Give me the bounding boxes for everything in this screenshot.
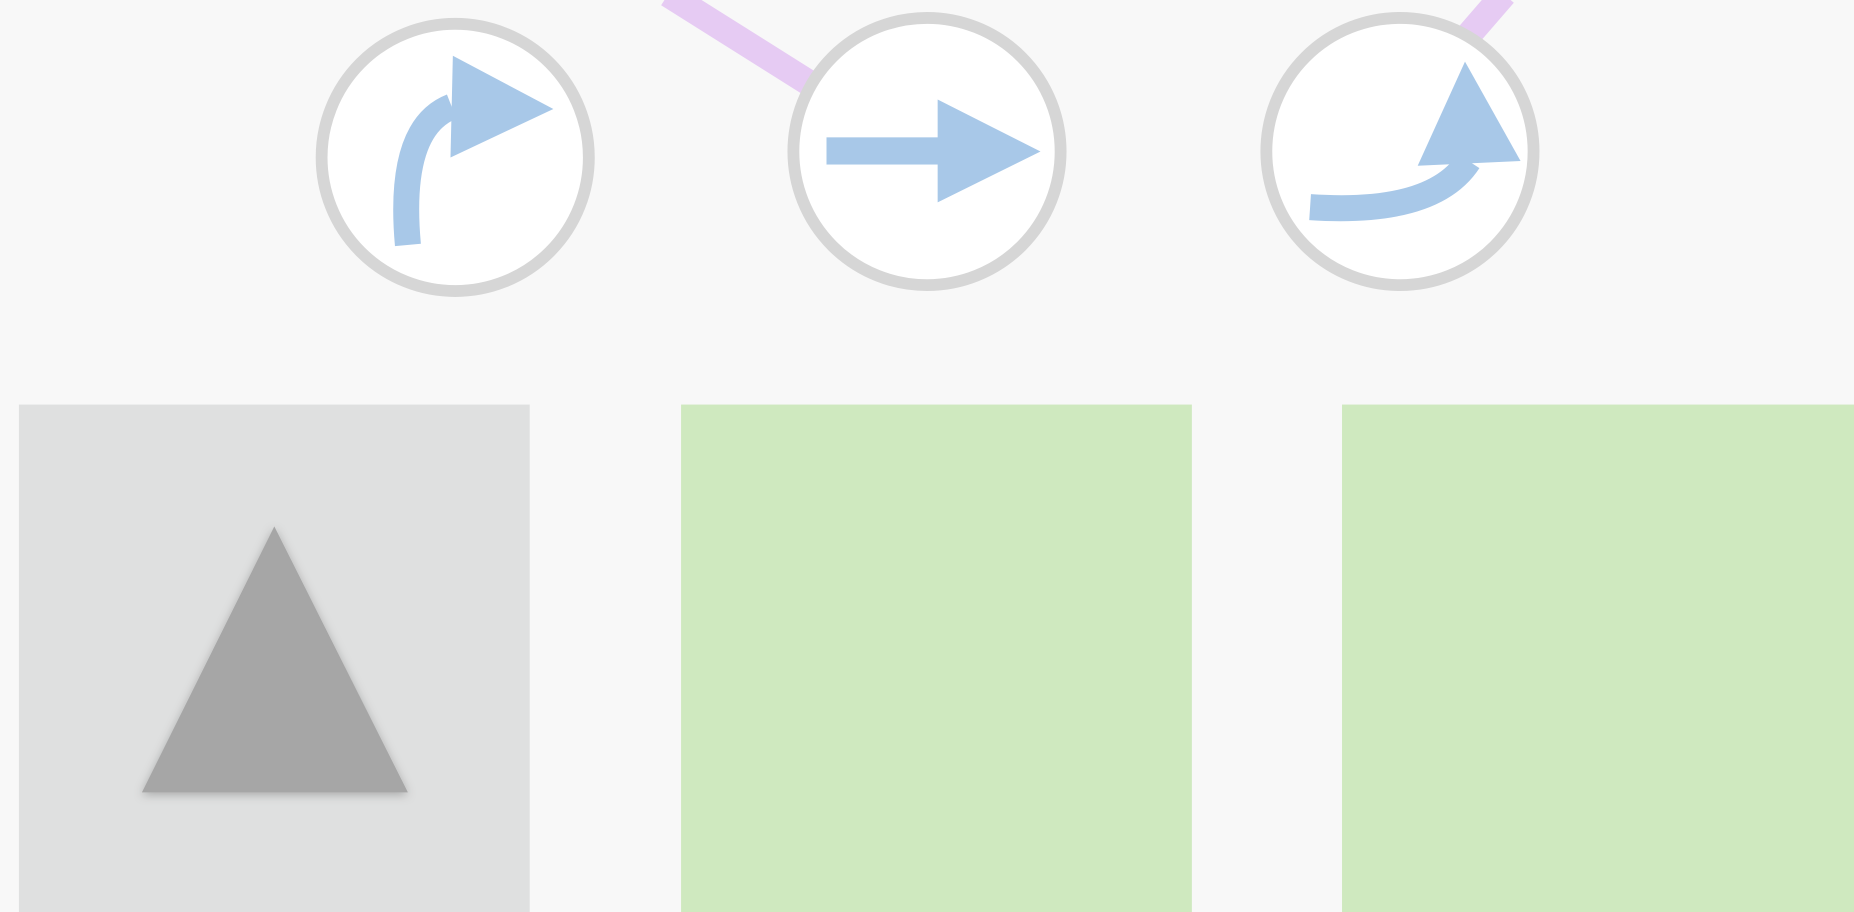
button-circle <box>315 17 595 297</box>
slight-left-button[interactable] <box>1260 12 1540 292</box>
arrow-head <box>937 99 1041 203</box>
arrow-shaft <box>826 137 941 165</box>
connector <box>661 0 835 106</box>
triangle-icon <box>141 526 408 793</box>
turn-right-button[interactable] <box>315 17 595 297</box>
arrow-shaft <box>1309 153 1480 222</box>
arrow-head <box>450 55 554 158</box>
tile[interactable] <box>18 404 530 912</box>
tile[interactable] <box>681 404 1192 912</box>
tile[interactable] <box>1342 404 1854 912</box>
straight-button[interactable] <box>787 12 1067 292</box>
arrow-head <box>1417 61 1521 166</box>
arrow-shaft <box>393 94 458 247</box>
